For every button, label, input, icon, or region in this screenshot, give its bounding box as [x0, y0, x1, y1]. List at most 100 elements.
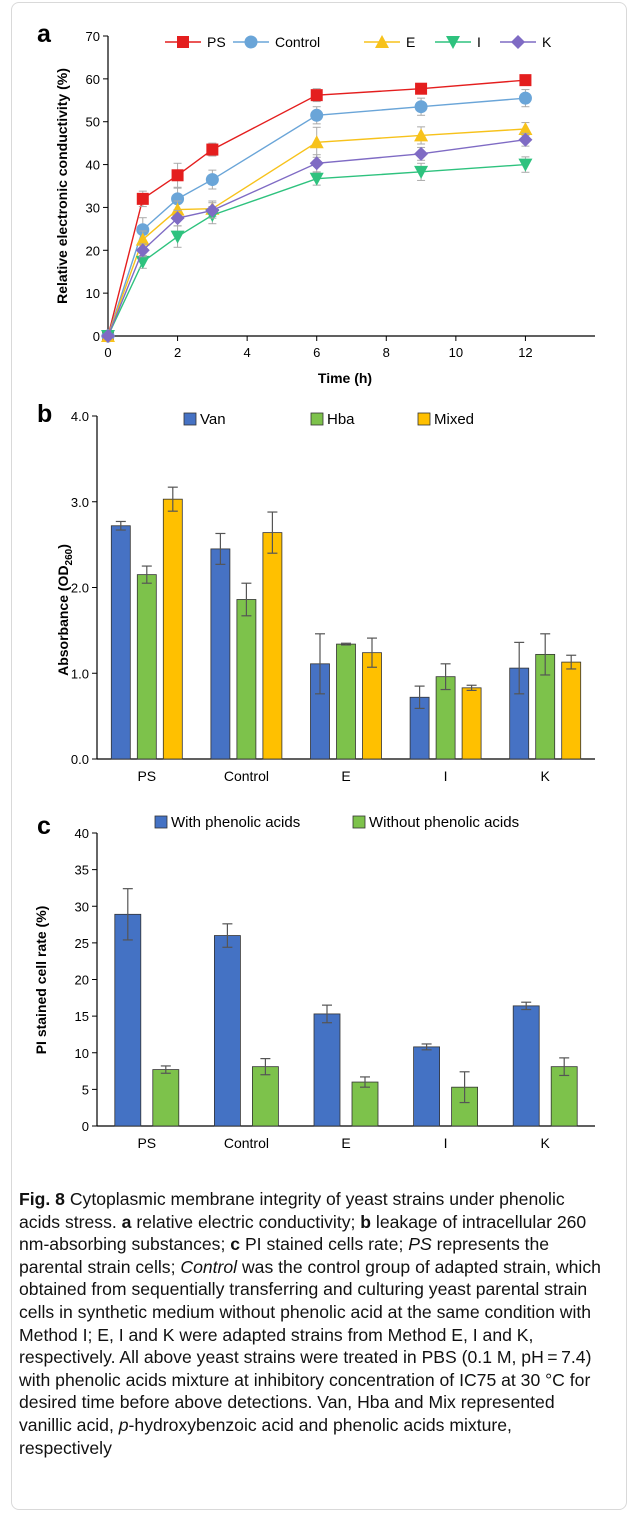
panel-b-category-label: K — [541, 768, 551, 784]
panel-c-ytick-label: 20 — [75, 973, 89, 988]
panel-a-xlabel: Time (h) — [318, 370, 372, 386]
panel-a-legend-label-k: K — [542, 34, 552, 50]
panel-c-legend-swatch-with — [154, 815, 168, 829]
panel-a-letter: a — [37, 20, 52, 48]
panel-a-line-i — [107, 163, 526, 337]
panel-a-point-e — [518, 122, 533, 135]
panel-b-ylabel-sub: 260 — [64, 548, 75, 565]
panel-c-legend-label-without: Without phenolic acids — [369, 814, 519, 831]
panel-a-point-k — [309, 156, 324, 171]
panel-c-ytick-label: 30 — [75, 899, 89, 914]
panel-b-ytick-label: 2.0 — [71, 581, 89, 596]
panel-a-legend-label-i: I — [477, 34, 481, 50]
panel-c-bar-with — [512, 1005, 540, 1127]
panel-a-legend-marker-k — [511, 35, 525, 49]
panel-c-category-label: I — [444, 1135, 448, 1151]
panel-b-bar-hba — [336, 643, 356, 760]
panel-c-bar-without — [251, 1066, 279, 1127]
panel-b-bar-hba — [236, 599, 257, 760]
panel-a-ytick-label: 50 — [86, 115, 100, 130]
panel-b-bar-mixed — [561, 661, 582, 760]
panel-a-xtick-label: 6 — [313, 345, 320, 360]
panel-b-legend-swatch-hba — [310, 412, 324, 426]
panel-b-bar-van — [210, 548, 231, 760]
panel-c-category-label: Control — [224, 1135, 269, 1151]
panel-a-point-i — [518, 158, 533, 172]
panel-c-bar-with — [313, 1013, 341, 1127]
panel-a-ytick-label: 70 — [86, 29, 100, 44]
panel-a-ytick-label: 40 — [86, 158, 100, 173]
panel-b-ylabel-close: ) — [55, 544, 71, 549]
panel-a-point-ps — [171, 169, 184, 182]
panel-c-category-label: PS — [137, 1135, 156, 1151]
panel-a-point-k — [205, 203, 220, 218]
panel-c-bar-with — [213, 935, 241, 1127]
caption-text-end: -hydroxybenzoic acid and phenolic acids … — [19, 1414, 512, 1458]
panel-a-legend-marker-e — [375, 35, 389, 48]
panel-c-category-label: K — [541, 1135, 551, 1151]
caption-panel-c: c — [230, 1234, 241, 1255]
panel-b-bar-van — [110, 525, 131, 760]
panel-b-bar-chart: b Van Hba Mixed 0.0 1.0 2.0 3.0 4.0 PS Control E I… — [37, 400, 595, 784]
panel-a-point-i — [309, 172, 324, 186]
panel-a-xtick-label: 2 — [174, 345, 181, 360]
panel-a-point-control — [414, 100, 428, 114]
caption-text-control: was the control group of adapted strain,… — [19, 1256, 601, 1435]
panel-a-point-control — [310, 108, 324, 122]
panel-a-ylabel: Relative electronic conductivity (%) — [54, 68, 70, 304]
caption-ps: PS — [408, 1234, 432, 1255]
panel-c-ytick-label: 15 — [75, 1009, 89, 1024]
panel-b-bars — [110, 486, 582, 760]
panel-b-legend-label-hba: Hba — [327, 411, 355, 428]
panel-a-series-control — [101, 89, 532, 343]
panel-b-bar-mixed — [262, 532, 283, 760]
panel-a-series-k — [101, 132, 533, 343]
panel-b-bar-mixed — [362, 652, 382, 760]
panel-c-ytick-label: 5 — [82, 1082, 89, 1097]
panel-c-bar-without — [351, 1081, 379, 1127]
panel-a-ytick-label: 0 — [93, 329, 100, 344]
panel-c-bar-with — [413, 1046, 441, 1127]
caption-text-a: relative electric conductivity; — [136, 1211, 356, 1232]
panel-a-legend-label-ps: PS — [207, 34, 226, 50]
panel-c-axes: 0 5 10 15 20 25 30 35 40 PS Control E I K — [75, 826, 595, 1151]
panel-c-ytick-label: 35 — [75, 863, 89, 878]
panel-a-legend-marker-ps — [177, 36, 189, 48]
panel-a-point-e — [170, 202, 185, 216]
panel-a-ytick-label: 30 — [86, 200, 100, 215]
panel-c-legend: With phenolic acids Without phenolic acid… — [154, 814, 519, 831]
panel-a-ytick-label: 10 — [86, 286, 100, 301]
panel-c-ytick-label: 25 — [75, 936, 89, 951]
panel-a-point-ps — [519, 74, 532, 87]
panel-c-bar-with — [114, 913, 142, 1127]
figure-caption: Fig. 8 Cytoplasmic membrane integrity of… — [19, 1188, 609, 1459]
panel-a-axes: 0 10 20 30 40 50 60 70 0 2 4 6 8 10 12 — [86, 29, 595, 360]
caption-text-b: leakage of intracellular 260 nm-absorbin… — [19, 1211, 587, 1255]
panel-b-category-label: E — [341, 768, 350, 784]
panel-a-xtick-label: 12 — [518, 345, 532, 360]
panel-a-point-i — [414, 165, 429, 179]
panel-c-letter: c — [37, 812, 51, 840]
panel-a-point-k — [518, 132, 533, 147]
panel-a-xtick-label: 0 — [104, 345, 111, 360]
panel-b-ylabel-main: Absorbance (OD — [55, 565, 71, 675]
panel-c-bar-chart: c With phenolic acids Without phenolic ac… — [33, 812, 595, 1151]
panel-b-legend-swatch-van — [183, 412, 197, 426]
panel-a-series-i — [101, 156, 533, 343]
panel-c-ytick-label: 0 — [82, 1119, 89, 1134]
panel-a-series-ps — [102, 74, 532, 342]
panel-a-ytick-label: 20 — [86, 243, 100, 258]
panel-a-point-i — [170, 230, 185, 244]
panel-a-legend-marker-i — [446, 36, 460, 49]
caption-control: Control — [180, 1256, 238, 1277]
caption-p: p — [118, 1414, 129, 1435]
caption-text-ps: represents the parental strain cells; — [19, 1234, 550, 1277]
panel-b-category-label: Control — [224, 768, 269, 784]
panel-a-point-k — [135, 243, 150, 258]
panel-b-ytick-label: 3.0 — [71, 495, 89, 510]
panel-c-ytick-label: 10 — [75, 1046, 89, 1061]
panel-a-point-control — [171, 192, 185, 206]
panel-a-point-ps — [310, 89, 323, 102]
panel-a-point-k — [101, 329, 115, 343]
panel-c-bars — [114, 888, 578, 1127]
